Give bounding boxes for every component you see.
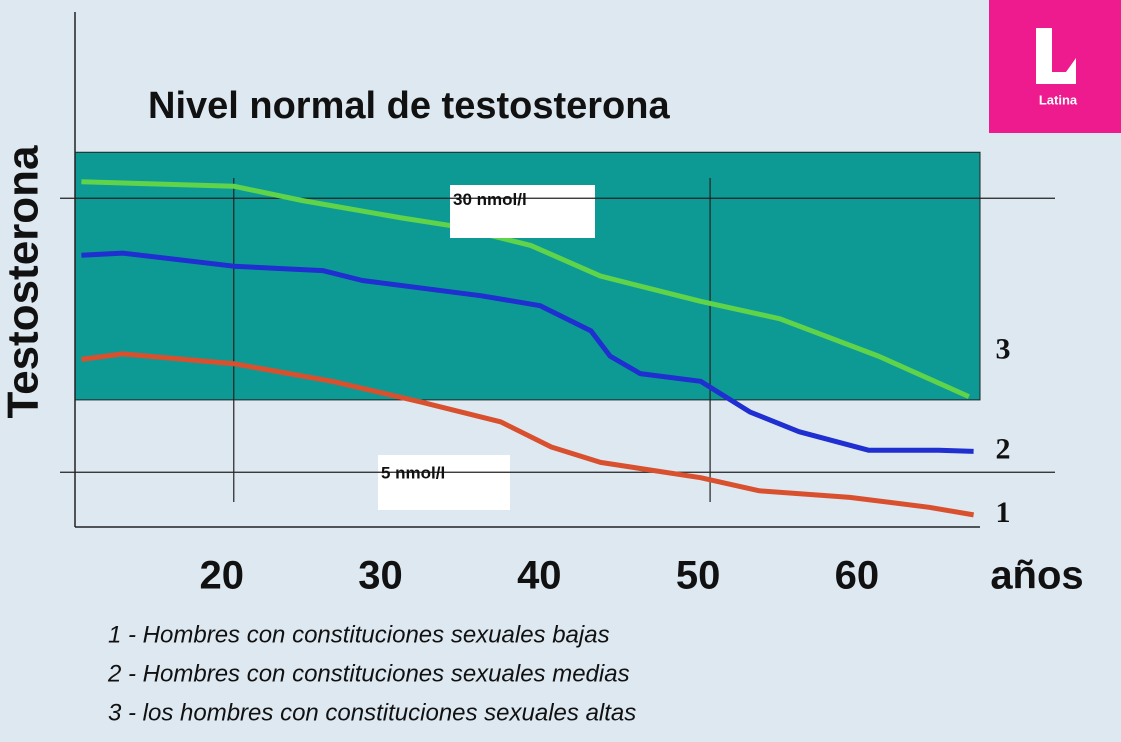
x-tick-label: 20 xyxy=(200,554,245,598)
x-axis-label: años xyxy=(990,554,1083,598)
chart-title: Nivel normal de testosterona xyxy=(148,85,670,127)
x-tick-label: 50 xyxy=(676,554,721,598)
series-line xyxy=(81,179,970,399)
x-tick-label: 60 xyxy=(835,554,880,598)
annotation-label: 30 nmol/l xyxy=(453,190,527,209)
annotation-box xyxy=(450,185,595,238)
series-line xyxy=(81,351,975,518)
logo-box xyxy=(989,0,1121,133)
series-label: 2 xyxy=(996,432,1011,465)
series-label: 3 xyxy=(996,332,1011,365)
legend-entry: 2 - Hombres con constituciones sexuales … xyxy=(107,660,630,687)
legend-entry: 3 - los hombres con constituciones sexua… xyxy=(108,699,636,726)
series-label: 1 xyxy=(996,496,1011,529)
annotation-label: 5 nmol/l xyxy=(381,464,445,483)
annotation-box xyxy=(378,455,510,510)
y-axis-label: Testosterona xyxy=(0,145,48,419)
series-line xyxy=(81,250,974,454)
logo-icon xyxy=(1036,28,1076,84)
x-tick-label: 40 xyxy=(517,554,562,598)
plot xyxy=(60,12,1055,528)
legend-entry: 1 - Hombres con constituciones sexuales … xyxy=(108,621,610,648)
logo-text: Latina xyxy=(1039,92,1078,107)
x-tick-label: 30 xyxy=(358,554,403,598)
